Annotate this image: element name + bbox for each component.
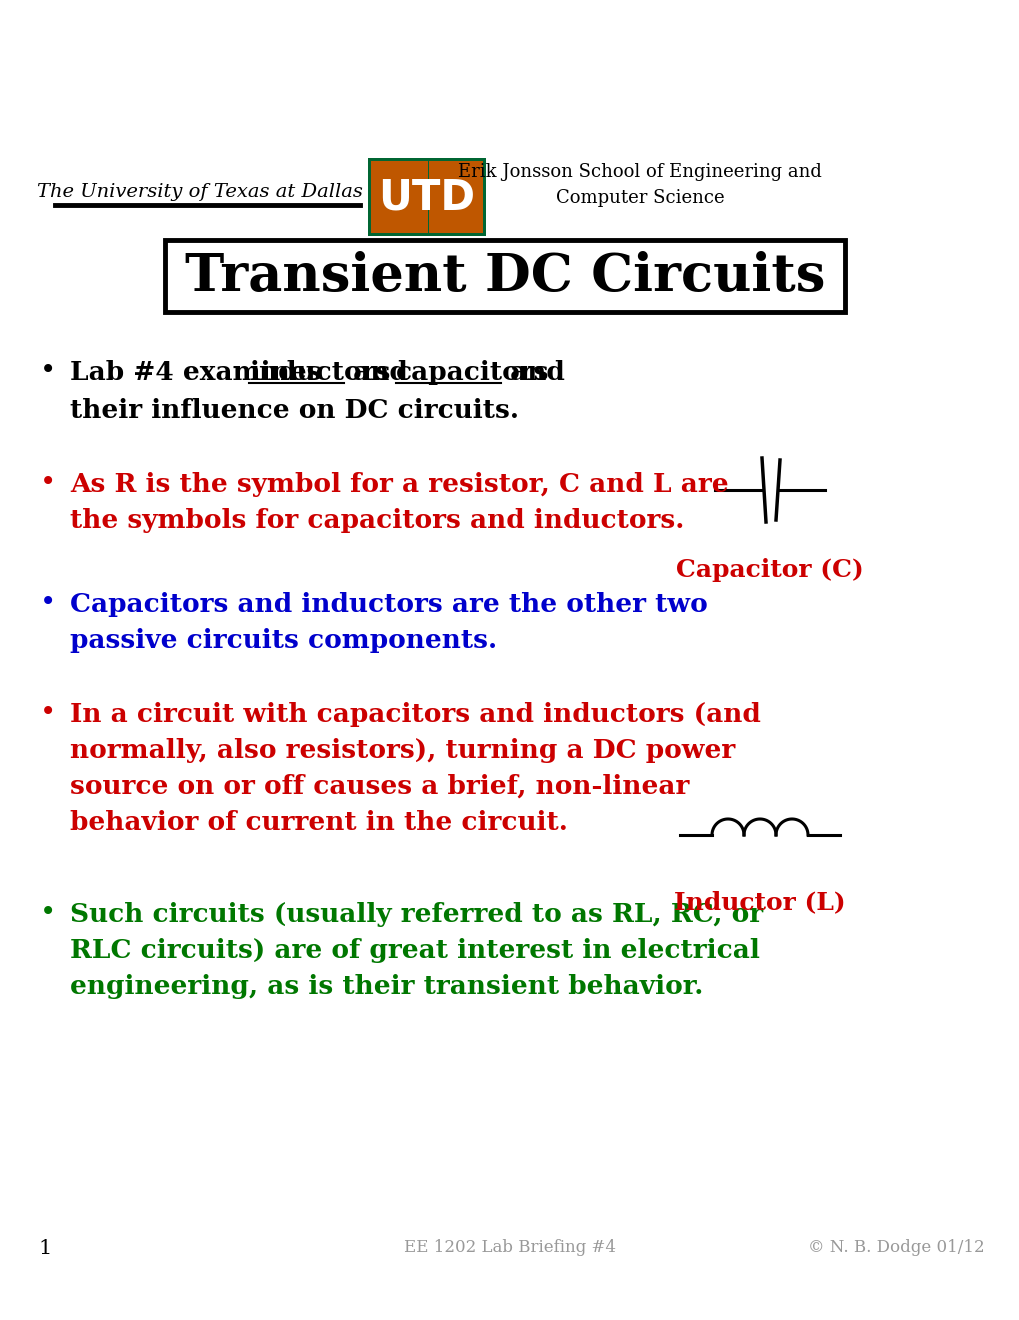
Text: UTD: UTD bbox=[378, 176, 475, 218]
Text: and: and bbox=[500, 360, 565, 385]
Text: Erik Jonsson School of Engineering and
Computer Science: Erik Jonsson School of Engineering and C… bbox=[458, 162, 821, 207]
Text: The University of Texas at Dallas: The University of Texas at Dallas bbox=[37, 183, 363, 201]
Bar bbox=[371, 161, 428, 234]
Text: •: • bbox=[40, 590, 56, 616]
Bar bbox=[429, 161, 483, 234]
Text: inductors: inductors bbox=[249, 360, 390, 385]
Text: As R is the symbol for a resistor, C and L are
the symbols for capacitors and in: As R is the symbol for a resistor, C and… bbox=[70, 473, 728, 533]
Text: and: and bbox=[343, 360, 417, 385]
Text: © N. B. Dodge 01/12: © N. B. Dodge 01/12 bbox=[808, 1239, 984, 1257]
Bar bbox=[368, 158, 485, 236]
Text: •: • bbox=[40, 900, 56, 927]
Text: Such circuits (usually referred to as RL, RC, or
RLC circuits) are of great inte: Such circuits (usually referred to as RL… bbox=[70, 902, 762, 999]
Bar bbox=[165, 240, 844, 312]
Text: Capacitor (C): Capacitor (C) bbox=[676, 558, 863, 582]
Text: Lab #4 examines: Lab #4 examines bbox=[70, 360, 330, 385]
Text: capacitors: capacitors bbox=[395, 360, 549, 385]
Text: Transient DC Circuits: Transient DC Circuits bbox=[184, 251, 824, 301]
Text: Capacitors and inductors are the other two
passive circuits components.: Capacitors and inductors are the other t… bbox=[70, 591, 707, 653]
Text: •: • bbox=[40, 358, 56, 385]
Text: EE 1202 Lab Briefing #4: EE 1202 Lab Briefing #4 bbox=[404, 1239, 615, 1257]
Text: 1: 1 bbox=[38, 1238, 51, 1258]
Text: their influence on DC circuits.: their influence on DC circuits. bbox=[70, 399, 519, 422]
Text: In a circuit with capacitors and inductors (and
normally, also resistors), turni: In a circuit with capacitors and inducto… bbox=[70, 702, 760, 836]
Text: •: • bbox=[40, 700, 56, 727]
Text: Inductor (L): Inductor (L) bbox=[674, 890, 845, 913]
Text: •: • bbox=[40, 470, 56, 498]
